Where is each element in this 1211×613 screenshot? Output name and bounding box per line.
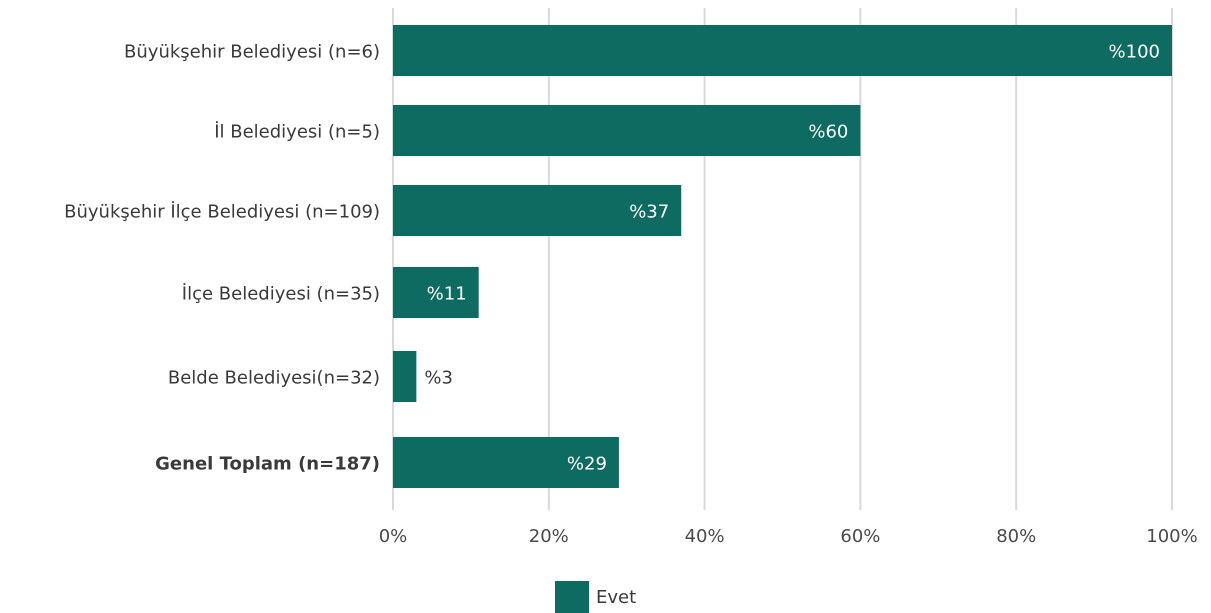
bar-4 xyxy=(393,351,417,402)
category-label-4: Belde Belediyesi(n=32) xyxy=(168,368,380,389)
data-label-2: %37 xyxy=(629,202,669,223)
bar-0 xyxy=(393,25,1172,76)
legend: Evet xyxy=(555,581,636,613)
bar-1 xyxy=(393,105,861,156)
category-label-3: İlçe Belediyesi (n=35) xyxy=(182,284,380,305)
x-axis-tick-labels: 0% 20% 40% 60% 80% 100% xyxy=(379,526,1198,547)
category-labels: Büyükşehir Belediyesi (n=6) İl Belediyesi… xyxy=(64,42,380,475)
bars xyxy=(393,25,1172,488)
category-label-1: İl Belediyesi (n=5) xyxy=(214,122,380,143)
data-label-5: %29 xyxy=(567,454,607,475)
x-tick-label-1: 20% xyxy=(529,526,569,547)
data-label-1: %60 xyxy=(808,122,848,143)
bar-3 xyxy=(393,267,479,318)
data-labels: %100 %60 %37 %11 %3 %29 xyxy=(424,42,1160,475)
x-tick-label-2: 40% xyxy=(685,526,725,547)
category-label-2: Büyükşehir İlçe Belediyesi (n=109) xyxy=(64,202,380,223)
category-label-0: Büyükşehir Belediyesi (n=6) xyxy=(124,42,380,63)
x-tick-label-4: 80% xyxy=(996,526,1036,547)
x-tick-label-0: 0% xyxy=(379,526,408,547)
data-label-0: %100 xyxy=(1109,42,1160,63)
x-tick-label-5: 100% xyxy=(1146,526,1197,547)
bar-2 xyxy=(393,185,682,236)
legend-swatch xyxy=(555,581,589,613)
x-tick-label-3: 60% xyxy=(840,526,880,547)
data-label-4: %3 xyxy=(424,368,453,389)
bar-5 xyxy=(393,437,619,488)
grid-lines xyxy=(392,8,1173,510)
data-label-3: %11 xyxy=(427,284,467,305)
category-label-5: Genel Toplam (n=187) xyxy=(155,454,380,475)
legend-label-evet: Evet xyxy=(596,587,636,608)
